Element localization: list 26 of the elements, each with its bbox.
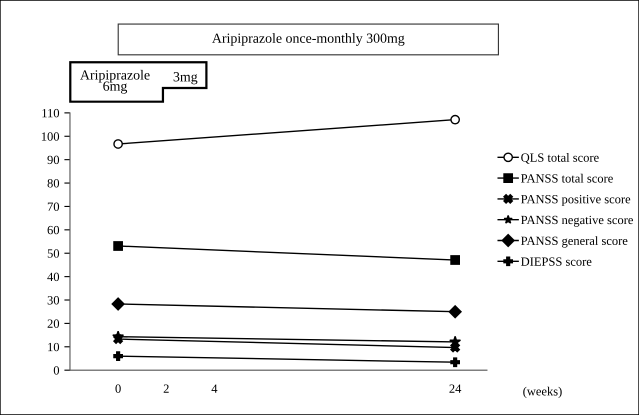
legend-label: DIEPSS score bbox=[521, 257, 592, 266]
y-tick-label: 0 bbox=[54, 366, 60, 375]
y-tick-label: 40 bbox=[47, 272, 60, 282]
text: Aripiprazole once-monthly 300mg bbox=[212, 33, 404, 46]
legend-label: QLS total score bbox=[521, 153, 599, 164]
legend-label: PANSS negative score bbox=[521, 216, 633, 227]
x-tick-label: 0 bbox=[115, 384, 121, 393]
x-tick-label: 2 bbox=[164, 384, 169, 393]
x-tick-label: 24 bbox=[449, 384, 462, 393]
y-tick-label: 100 bbox=[42, 132, 60, 141]
x-tick-label: 4 bbox=[212, 384, 218, 393]
x-axis-title: (weeks) bbox=[523, 386, 562, 398]
y-tick-label: 80 bbox=[48, 179, 60, 188]
text: 3mg bbox=[174, 72, 198, 84]
y-tick-label: 70 bbox=[48, 202, 60, 211]
y-tick-label: 30 bbox=[48, 296, 60, 304]
legend-label: PANSS total score bbox=[521, 174, 613, 183]
y-tick-label: 20 bbox=[48, 319, 60, 328]
legend-label: PANSS general score bbox=[521, 236, 628, 248]
text: Aripiprazole 6mg bbox=[80, 70, 150, 94]
y-tick-label: 60 bbox=[48, 226, 60, 234]
y-tick-label: 10 bbox=[48, 342, 60, 352]
legend-label: PANSS positive score bbox=[521, 194, 630, 206]
y-tick-label: 50 bbox=[48, 249, 60, 258]
y-tick-label: 90 bbox=[47, 156, 60, 164]
y-tick-label: 110 bbox=[42, 108, 60, 118]
